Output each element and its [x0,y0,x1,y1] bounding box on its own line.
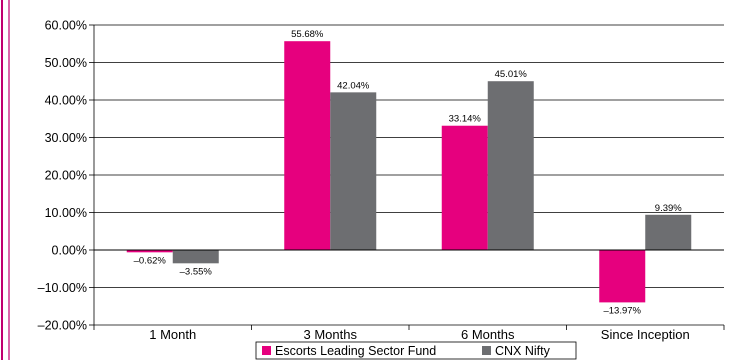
x-tick-label: 3 Months [304,327,358,342]
y-tick-label: 50.00% [45,56,87,70]
data-label: 33.14% [449,114,482,125]
bar [126,250,173,253]
data-label: 45.01% [495,69,528,80]
legend-swatch [262,346,271,355]
data-label: 42.04% [337,80,370,91]
data-label: 55.68% [291,29,324,40]
bar [172,250,219,264]
data-label: –0.62% [134,255,167,266]
data-label: –13.97% [603,305,641,316]
x-tick-label: 6 Months [461,327,515,342]
bar [441,125,488,250]
y-tick-label: –20.00% [38,319,87,333]
y-tick-label: 20.00% [45,169,87,183]
bar [487,81,534,251]
legend-label: Escorts Leading Sector Fund [275,344,436,358]
bar [599,250,646,303]
y-tick-label: 0.00% [52,244,87,258]
data-label: –3.55% [180,266,213,277]
y-tick-label: 10.00% [45,206,87,220]
bar [645,214,692,250]
legend-swatch [482,346,491,355]
data-label: 9.39% [655,203,682,214]
x-tick-label: Since Inception [601,327,690,342]
y-tick-label: –10.00% [38,281,87,295]
legend-box [255,341,577,360]
legend-label: CNX Nifty [495,344,551,358]
x-tick-label: 1 Month [149,327,196,342]
y-tick-label: 60.00% [45,19,87,33]
y-tick-label: 40.00% [45,94,87,108]
bar [284,41,331,251]
y-tick-label: 30.00% [45,131,87,145]
bar [330,92,377,250]
